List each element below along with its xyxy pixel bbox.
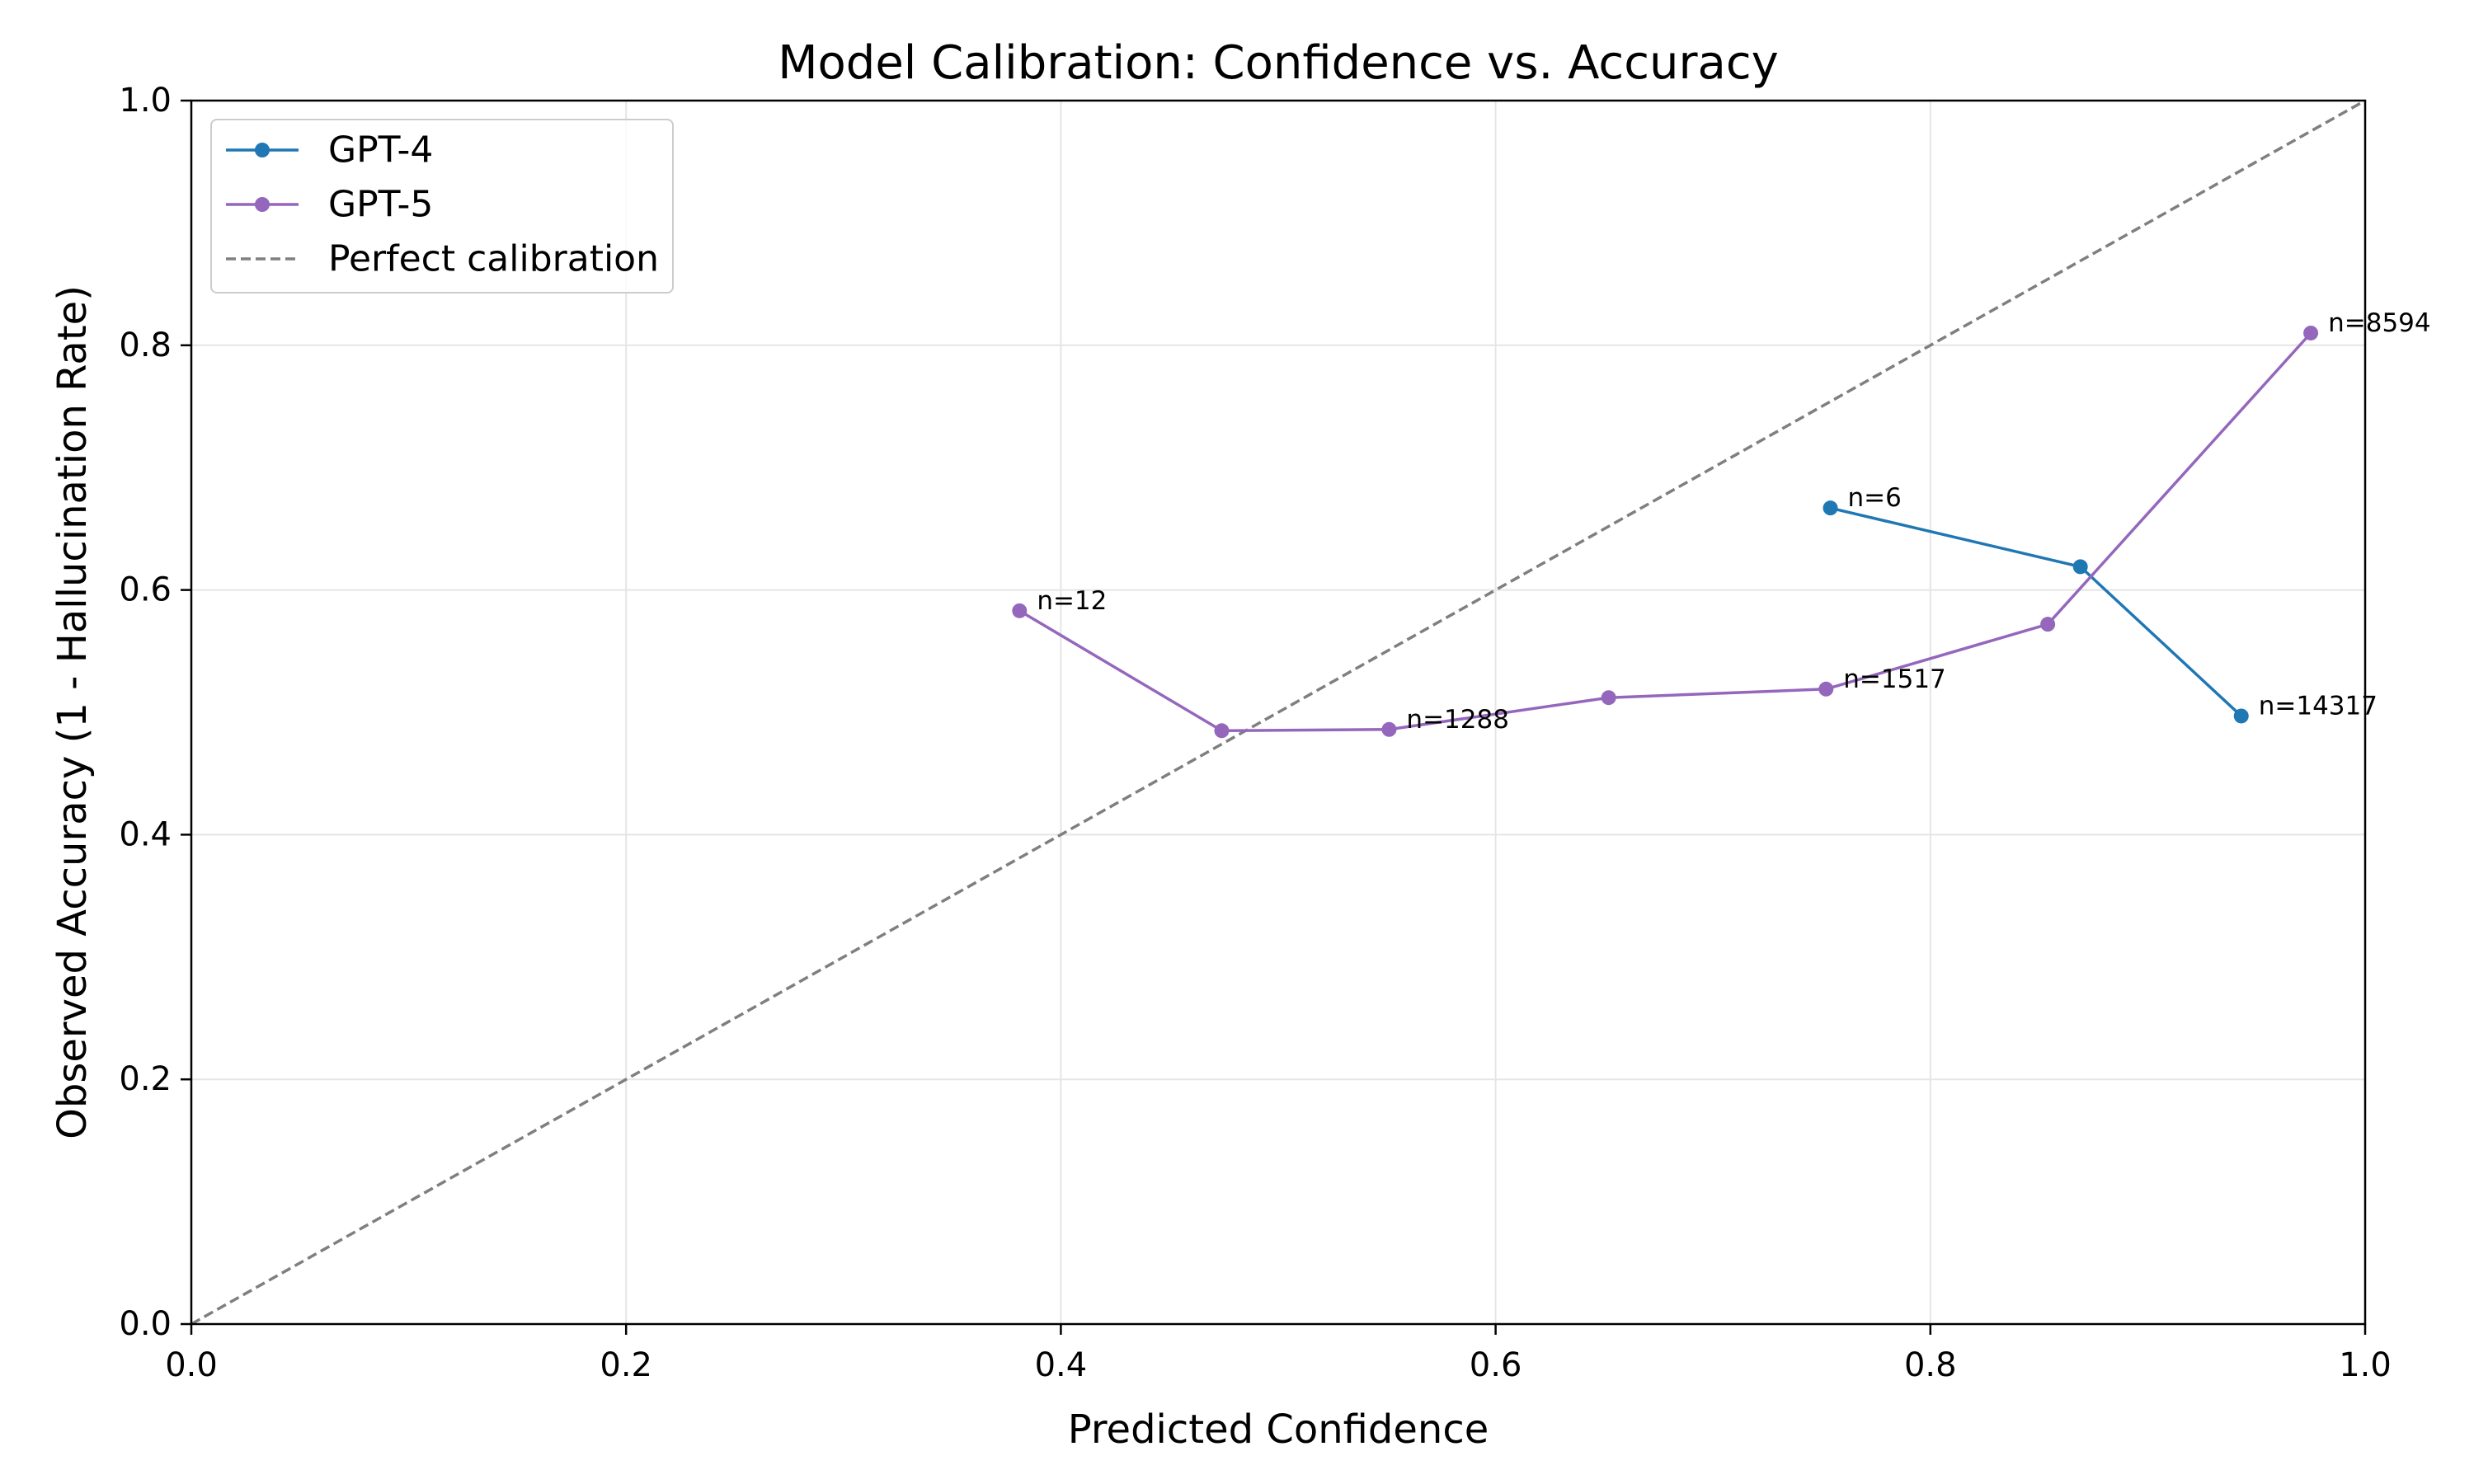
plot-frame <box>190 99 2367 1326</box>
y-tick-label: 0.4 <box>119 815 172 853</box>
data-point <box>1214 723 1230 739</box>
data-point <box>1818 681 1834 697</box>
x-tick-label: 0.8 <box>1904 1346 1957 1384</box>
point-count-label: n=1288 <box>1406 705 1509 735</box>
y-tick-label: 0.2 <box>119 1060 172 1098</box>
data-point <box>1823 500 1838 516</box>
data-point <box>2040 617 2056 632</box>
point-count-label: n=6 <box>1848 483 1902 513</box>
data-point <box>2233 708 2249 724</box>
point-count-label: n=8594 <box>2328 308 2431 338</box>
legend-marker <box>255 197 270 212</box>
data-point <box>1601 690 1616 706</box>
series-gpt-5: n=12 n=1288 n=1517 n=8594 <box>1012 308 2431 739</box>
chart-title: Model Calibration: Confidence vs. Accura… <box>778 36 1779 90</box>
y-tick-label: 0.0 <box>119 1305 172 1343</box>
legend-item: GPT-5 <box>226 184 433 226</box>
y-tick-label: 1.0 <box>119 82 172 120</box>
y-tick-label: 0.6 <box>119 571 172 609</box>
legend-label: GPT-4 <box>328 129 433 171</box>
legend-box <box>210 119 674 294</box>
data-point <box>1381 721 1397 737</box>
legend-item: Perfect calibration <box>226 238 659 280</box>
data-point <box>2072 559 2088 575</box>
legend-marker <box>255 143 270 157</box>
legend-label: Perfect calibration <box>328 238 659 280</box>
x-tick-label: 0.6 <box>1470 1346 1522 1384</box>
point-count-label: n=14317 <box>2259 691 2378 721</box>
legend-label: GPT-5 <box>328 184 433 226</box>
perfect-calibration-line <box>190 99 2366 1326</box>
x-tick-label: 0.0 <box>165 1346 218 1384</box>
reference-line-layer <box>190 99 2366 1326</box>
point-count-label: n=1517 <box>1843 665 1946 694</box>
axis-ticks: 0.0 0.2 0.4 0.6 0.8 1.0 0.0 0.2 0.4 0.6 0.8 1.0 <box>119 82 2391 1384</box>
series-gpt-4: n=6 n=14317 <box>1823 483 2378 724</box>
y-axis-label: Observed Accuracy (1 - Hallucination Rat… <box>49 285 96 1139</box>
x-axis-label: Predicted Confidence <box>1068 1407 1489 1453</box>
point-count-label: n=12 <box>1037 586 1107 616</box>
x-tick-label: 1.0 <box>2339 1346 2392 1384</box>
legend: GPT-4 GPT-5 Perfect calibration <box>210 119 674 294</box>
y-tick-label: 0.8 <box>119 326 172 364</box>
data-point <box>2303 325 2319 340</box>
data-point <box>1012 603 1028 618</box>
x-tick-label: 0.2 <box>600 1346 652 1384</box>
x-tick-label: 0.4 <box>1035 1346 1088 1384</box>
legend-item: GPT-4 <box>226 129 433 171</box>
series-layer: n=6 n=14317 n=12 n=1288 n=1517 n=8594 <box>1012 308 2431 739</box>
